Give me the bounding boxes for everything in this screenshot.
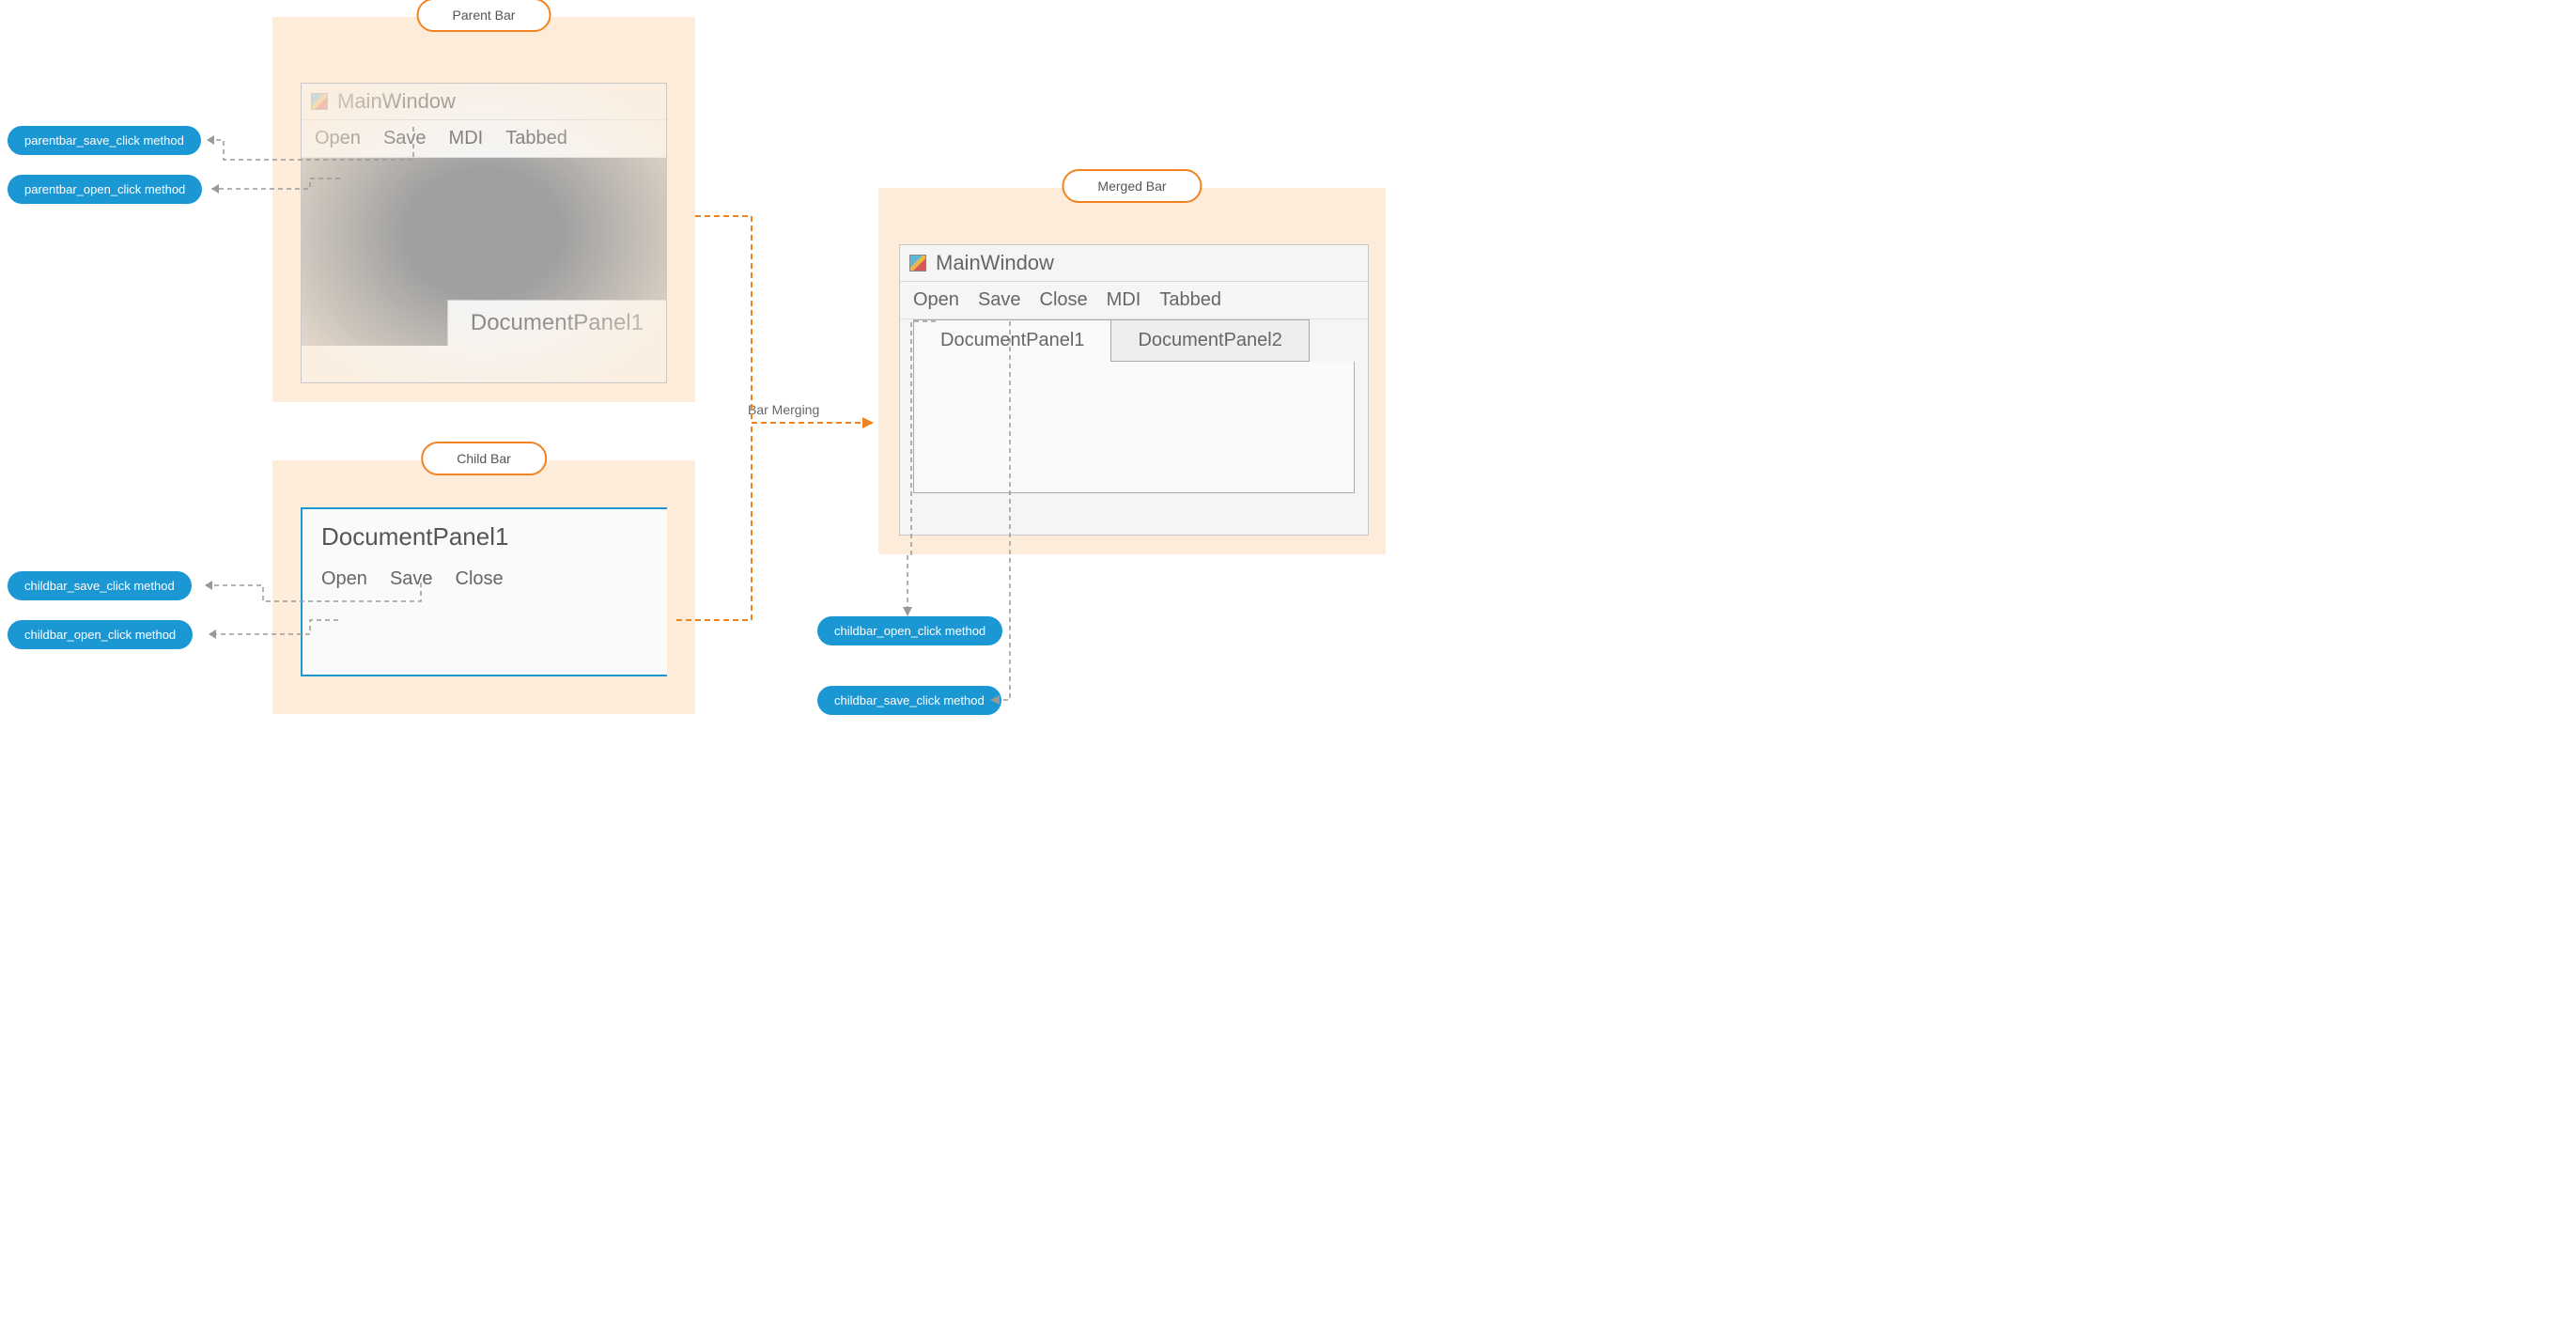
parent-window: MainWindow Open Save MDI Tabbed Document… (301, 83, 667, 383)
pill-merged-open: childbar_open_click method (817, 616, 1002, 645)
merged-menu-mdi: MDI (1107, 289, 1141, 311)
pill-childbar-save: childbar_save_click method (8, 571, 192, 600)
child-bar-title: Child Bar (421, 442, 547, 475)
pill-parentbar-open: parentbar_open_click method (8, 175, 202, 204)
app-icon (909, 255, 926, 272)
menu-mdi: MDI (449, 128, 484, 149)
tab-docpanel2: DocumentPanel2 (1110, 319, 1309, 362)
doc-tab: DocumentPanel1 (447, 300, 666, 346)
merged-menu-close: Close (1040, 289, 1088, 311)
bar-merging-label: Bar Merging (748, 402, 819, 417)
child-menubar: Open Save Close (303, 557, 667, 609)
document-area: DocumentPanel1 (302, 158, 666, 346)
app-icon (311, 93, 328, 110)
menu-open: Open (315, 128, 361, 149)
merged-bar-title: Merged Bar (1062, 169, 1202, 203)
child-menu-save: Save (390, 568, 433, 590)
merged-window: MainWindow Open Save Close MDI Tabbed Do… (899, 244, 1369, 536)
merged-tabs: DocumentPanel1 DocumentPanel2 (913, 319, 1355, 362)
child-window-title: DocumentPanel1 (303, 509, 667, 557)
pill-merged-save: childbar_save_click method (817, 686, 1001, 715)
merged-menu-open: Open (913, 289, 959, 311)
merged-content-area (913, 362, 1355, 493)
menu-save: Save (383, 128, 427, 149)
merged-window-header: MainWindow (900, 245, 1368, 282)
child-window: DocumentPanel1 Open Save Close (301, 507, 667, 676)
merged-menu-save: Save (978, 289, 1021, 311)
child-menu-open: Open (321, 568, 367, 590)
merged-window-title: MainWindow (936, 251, 1054, 275)
parent-window-title: MainWindow (337, 89, 456, 114)
parent-bar-title: Parent Bar (417, 0, 551, 32)
menu-tabbed: Tabbed (505, 128, 567, 149)
merged-bar-panel: Merged Bar MainWindow Open Save Close MD… (878, 188, 1386, 554)
child-menu-close: Close (456, 568, 504, 590)
parent-menubar: Open Save MDI Tabbed (302, 120, 666, 158)
parent-window-header: MainWindow (302, 84, 666, 120)
merged-menubar: Open Save Close MDI Tabbed (900, 282, 1368, 319)
parent-bar-panel: Parent Bar MainWindow Open Save MDI Tabb… (272, 17, 695, 402)
tab-docpanel1: DocumentPanel1 (913, 319, 1111, 362)
pill-childbar-open: childbar_open_click method (8, 620, 193, 649)
merged-menu-tabbed: Tabbed (1159, 289, 1221, 311)
pill-parentbar-save: parentbar_save_click method (8, 126, 201, 155)
child-bar-panel: Child Bar DocumentPanel1 Open Save Close (272, 460, 695, 714)
